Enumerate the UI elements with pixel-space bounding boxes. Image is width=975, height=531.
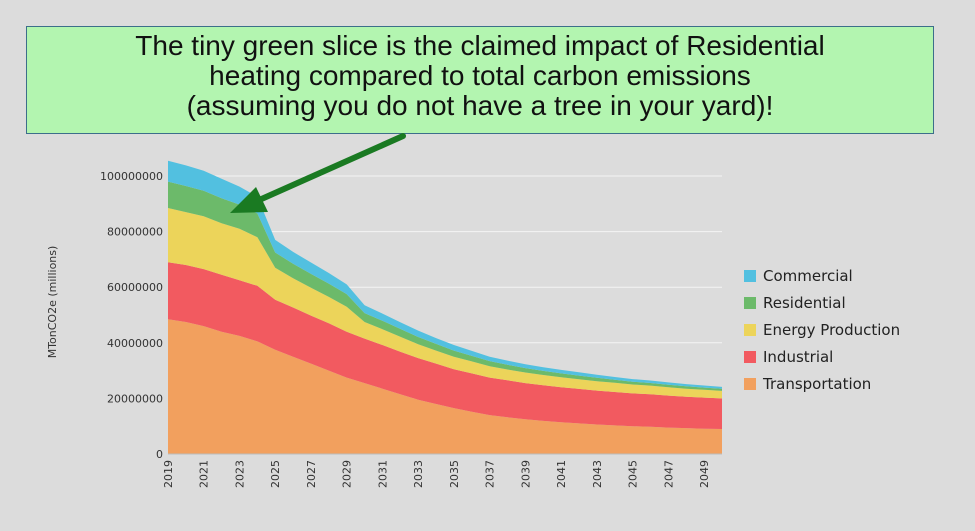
arrow-head — [230, 187, 268, 213]
x-tick-label: 2021 — [198, 460, 211, 488]
legend-label: Residential — [763, 293, 846, 312]
area-series — [168, 160, 722, 454]
x-tick-label: 2047 — [662, 460, 675, 488]
y-tick-label: 40000000 — [107, 337, 163, 350]
legend-swatch — [744, 269, 756, 282]
legend-item: Commercial — [744, 262, 900, 289]
x-tick-label: 2029 — [341, 460, 354, 488]
x-tick-label: 2023 — [234, 460, 247, 488]
x-axis-ticks: 2019 2021 2023 2025 2027 2029 2031 2033 2035 2037… — [162, 453, 722, 488]
legend-swatch — [744, 296, 756, 309]
area-residential — [168, 181, 722, 391]
x-tick-label: 2041 — [555, 460, 568, 488]
area-industrial — [168, 262, 722, 429]
x-tick-label: 2033 — [412, 460, 425, 488]
y-tick-label: 20000000 — [107, 392, 163, 405]
x-tick-label: 2049 — [698, 460, 711, 488]
legend-item: Energy Production — [744, 316, 900, 343]
x-tick-label: 2031 — [377, 460, 390, 488]
legend-swatch — [744, 350, 756, 363]
legend-label: Industrial — [763, 347, 834, 366]
y-tick-label: 0 — [156, 448, 163, 461]
callout-line-3: (assuming you do not have a tree in your… — [186, 90, 774, 121]
x-tick-label: 2045 — [627, 460, 640, 488]
legend-swatch — [744, 323, 756, 336]
y-tick-label: 80000000 — [107, 226, 163, 239]
x-tick-label: 2043 — [591, 460, 604, 488]
x-tick-label: 2027 — [305, 460, 318, 488]
y-tick-label: 60000000 — [107, 281, 163, 294]
area-commercial — [168, 160, 722, 389]
y-tick-label: 100000000 — [100, 170, 163, 183]
legend-swatch — [744, 377, 756, 390]
x-tick-label: 2035 — [448, 460, 461, 488]
area-energy-production — [168, 208, 722, 399]
y-axis-label: MTonCO2e (millions) — [46, 246, 59, 359]
legend-item: Transportation — [744, 370, 900, 397]
area-transportation — [168, 319, 722, 454]
legend-item: Industrial — [744, 343, 900, 370]
callout-line-1: The tiny green slice is the claimed impa… — [135, 30, 825, 61]
x-tick-label: 2037 — [484, 460, 497, 488]
y-axis-ticks: 0 20000000 40000000 60000000 80000000 1000000… — [100, 170, 163, 461]
annotation-callout: The tiny green slice is the claimed impa… — [26, 26, 934, 134]
callout-arrow — [230, 133, 406, 213]
x-tick-label: 2025 — [269, 460, 282, 488]
x-tick-label: 2019 — [162, 460, 175, 488]
x-tick-label: 2039 — [519, 460, 532, 488]
callout-line-2: heating compared to total carbon emissio… — [209, 60, 751, 91]
legend-label: Transportation — [763, 374, 872, 393]
legend-item: Residential — [744, 289, 900, 316]
legend-label: Energy Production — [763, 320, 901, 339]
legend-label: Commercial — [763, 266, 853, 285]
arrow-shaft — [254, 133, 406, 204]
chart-legend: Commercial Residential Energy Production In… — [744, 262, 900, 397]
